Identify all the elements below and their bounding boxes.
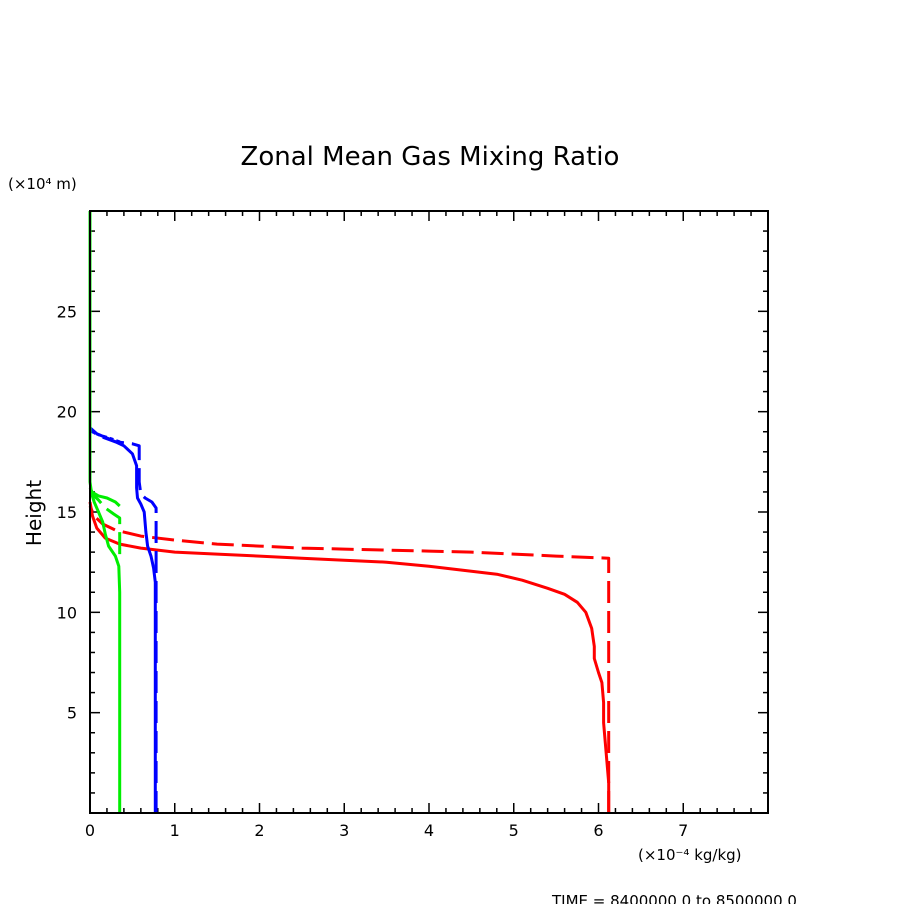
x-tick-label: 6 (593, 821, 603, 840)
x-tick-label: 1 (170, 821, 180, 840)
chart-title: Zonal Mean Gas Mixing Ratio (241, 142, 620, 172)
y-tick-label: 15 (57, 503, 77, 522)
x-tick-label: 4 (424, 821, 434, 840)
plot-frame (89, 210, 769, 814)
x-tick-label: 0 (85, 821, 95, 840)
y-tick-label: 5 (67, 704, 77, 723)
y-tick-label: 10 (57, 603, 77, 622)
series-green-dashed (88, 487, 122, 555)
series-blue-dotted (89, 429, 123, 445)
y-axis-label: Height (22, 480, 46, 546)
x-tick-label: 7 (678, 821, 688, 840)
y-tick-label: 25 (57, 302, 77, 321)
time-footer: TIME = 8400000.0 to 8500000.0 (551, 892, 797, 904)
x-tick-label: 3 (339, 821, 349, 840)
axis-ticks: 0 1 2 3 4 5 6 7 5 10 15 20 25 (57, 210, 769, 840)
x-tick-label: 2 (254, 821, 264, 840)
series-blue-dashed (89, 428, 158, 813)
series-red-solid (88, 501, 611, 813)
series-green-short (90, 490, 121, 508)
data-series (88, 211, 611, 813)
y-tick-label: 20 (57, 403, 77, 422)
x-tick-label: 5 (509, 821, 519, 840)
series-red-dashed (88, 505, 611, 813)
series-blue-solid (89, 426, 157, 813)
x-axis-units: (×10⁻⁴ kg/kg) (638, 846, 742, 864)
y-axis-units: (×10⁴ m) (8, 175, 77, 193)
